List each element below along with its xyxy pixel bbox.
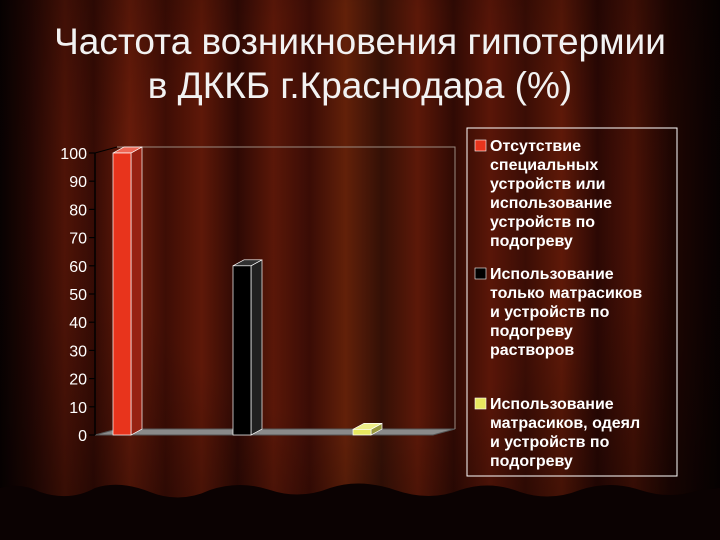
title-line-1: Частота возникновения гипотермии	[54, 21, 666, 62]
slide-title: Частота возникновения гипотермии в ДККБ …	[0, 20, 720, 108]
bar-side	[250, 259, 263, 436]
legend-label-line: подогреву	[490, 233, 573, 250]
chart-floor	[94, 428, 456, 436]
legend-label-line: устройств или	[490, 176, 605, 193]
legend-swatch	[474, 139, 487, 152]
bar-side	[130, 146, 143, 436]
legend-label-line: и устройств по	[490, 304, 610, 321]
legend-label-line: подогреву	[490, 323, 573, 340]
y-tick-label: 80	[69, 202, 87, 219]
legend-label-line: использование	[490, 195, 612, 212]
bar-front	[232, 265, 252, 436]
chart-back-wall	[117, 146, 456, 429]
legend-label-line: Использование	[490, 266, 614, 283]
y-tick-label: 60	[69, 259, 87, 276]
stage-floor	[0, 483, 720, 540]
y-tick-label: 50	[69, 287, 87, 304]
legend-box	[466, 127, 678, 477]
legend-swatch	[474, 397, 487, 410]
y-axis-top-edge	[94, 146, 118, 154]
bar	[232, 259, 263, 436]
legend-label-line: подогреву	[490, 453, 573, 470]
bar-front	[112, 152, 132, 436]
bar	[352, 422, 383, 436]
legend-label: Использование только матрасиков и устройст…	[490, 266, 642, 359]
legend-label-line: матрасиков, одеял	[490, 415, 640, 432]
legend-label-line: и устройств по	[490, 434, 610, 451]
legend-label-line: растворов	[490, 342, 574, 359]
y-tick-label: 20	[69, 372, 87, 389]
y-tick-label: 100	[60, 146, 87, 163]
y-tick-label: 30	[69, 343, 87, 360]
y-tick-label: 40	[69, 315, 87, 332]
bar-front	[352, 429, 372, 436]
legend-label-line: устройств по	[490, 214, 595, 231]
legend-label-line: Отсутствие	[490, 138, 581, 155]
legend-label-line: специальных	[490, 157, 598, 174]
legend-label: Отсутствие специальных устройств или исполь…	[490, 138, 612, 250]
legend-label-line: только матрасиков	[490, 285, 642, 302]
legend-label: Использование матрасиков, одеял и устройст…	[490, 396, 640, 470]
y-tick-label: 70	[69, 231, 87, 248]
title-line-2: в ДККБ г.Краснодара (%)	[147, 65, 573, 106]
y-tick-label: 10	[69, 400, 87, 417]
y-tick-label: 90	[69, 174, 87, 191]
chart-legend: Отсутствие специальных устройств или исполь…	[466, 127, 678, 477]
y-tick-label: 0	[78, 428, 87, 445]
bar	[112, 146, 143, 436]
legend-swatch	[474, 267, 487, 280]
legend-label-line: Использование	[490, 396, 614, 413]
